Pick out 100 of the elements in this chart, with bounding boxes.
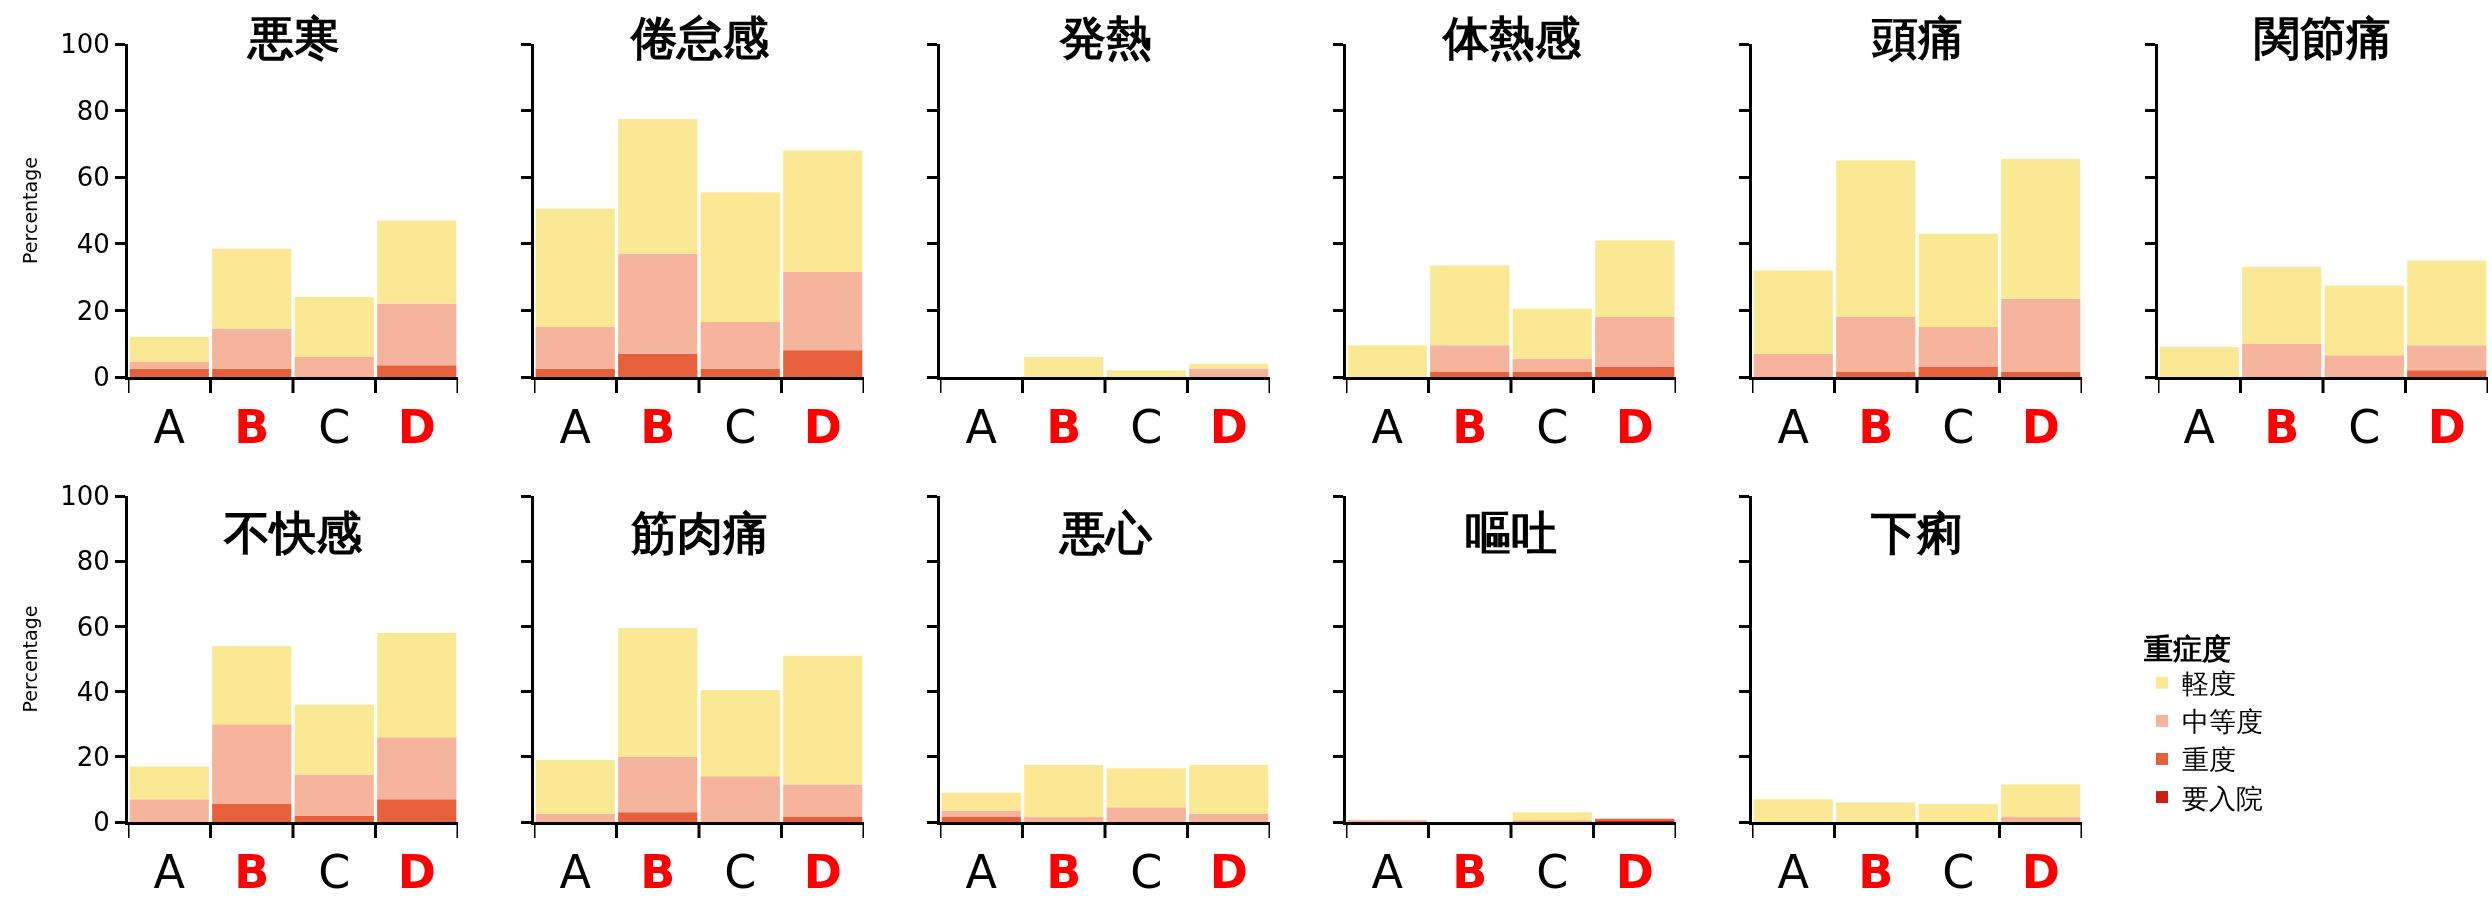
x-tick-label: D — [1209, 400, 1248, 455]
bar — [1836, 372, 1916, 377]
bar — [1347, 345, 1427, 377]
legend-label: 重度 — [2182, 744, 2236, 776]
bar — [212, 328, 292, 369]
bar — [700, 322, 780, 369]
bar — [783, 817, 863, 822]
chart-title: 下痢 — [1871, 506, 1963, 560]
bar — [294, 704, 374, 775]
bar — [294, 297, 374, 358]
bar — [2242, 343, 2322, 377]
x-tick-label: B — [640, 845, 676, 900]
bar — [941, 792, 1021, 811]
bar — [1430, 265, 1510, 346]
bar — [700, 368, 780, 377]
x-tick-label: C — [724, 845, 757, 900]
y-tick-label: 20 — [76, 295, 110, 326]
bar — [2407, 260, 2487, 346]
bar — [1024, 764, 1104, 818]
x-tick-label: A — [1777, 845, 1810, 900]
x-tick-label: D — [397, 400, 436, 455]
x-tick-label: C — [1536, 400, 1569, 455]
x-tick-label: C — [318, 845, 351, 900]
bar — [1024, 817, 1104, 822]
y-tick-label: 100 — [60, 29, 110, 60]
x-tick-label: A — [153, 400, 186, 455]
bar — [1918, 233, 1998, 328]
bar — [618, 812, 698, 822]
bar — [129, 337, 209, 363]
x-tick-label: D — [803, 845, 842, 900]
bar — [1512, 372, 1592, 377]
x-tick-label: D — [1615, 400, 1654, 455]
bar — [618, 118, 698, 254]
bar — [129, 766, 209, 800]
bar — [535, 813, 615, 822]
chart-title: 頭痛 — [1871, 11, 1964, 65]
x-tick-label: C — [1130, 845, 1163, 900]
bar — [941, 810, 1021, 818]
x-tick-label: A — [559, 400, 592, 455]
x-tick-label: A — [2183, 400, 2216, 455]
bar — [1918, 367, 1998, 377]
bar — [212, 248, 292, 329]
x-tick-label: C — [1942, 400, 1975, 455]
y-tick-label: 20 — [76, 741, 110, 772]
x-tick-label: D — [2021, 845, 2060, 900]
legend-label: 要入院 — [2182, 782, 2263, 814]
bar — [783, 350, 863, 377]
legend-title: 重症度 — [2143, 631, 2231, 666]
y-tick-label: 60 — [76, 162, 110, 193]
x-tick-label: A — [965, 400, 998, 455]
y-tick-label: 40 — [76, 228, 110, 259]
chart-title: 関節痛 — [2254, 11, 2392, 65]
bar — [129, 799, 209, 822]
x-tick-label: D — [2427, 400, 2466, 455]
bar — [1595, 317, 1675, 368]
bar — [1836, 317, 1916, 372]
y-tick-label: 80 — [76, 546, 110, 577]
bar — [618, 756, 698, 813]
x-tick-label: A — [559, 845, 592, 900]
bar — [212, 645, 292, 725]
x-tick-label: C — [1536, 845, 1569, 900]
bar — [2001, 817, 2081, 822]
bar — [783, 150, 863, 273]
bar — [1595, 367, 1675, 377]
bar — [1836, 802, 1916, 822]
bar — [1512, 308, 1592, 359]
x-tick-label: D — [1615, 845, 1654, 900]
bar — [535, 208, 615, 328]
bar — [783, 784, 863, 818]
x-tick-label: B — [234, 400, 270, 455]
x-tick-label: C — [318, 400, 351, 455]
bar — [377, 303, 457, 366]
chart-title: 不快感 — [223, 506, 363, 560]
bar — [294, 357, 374, 377]
bar — [1836, 160, 1916, 318]
x-tick-label: C — [724, 400, 757, 455]
x-tick-label: B — [1452, 400, 1488, 455]
bar — [1430, 345, 1510, 372]
bar — [1753, 353, 1833, 377]
bar — [212, 368, 292, 377]
x-tick-label: B — [234, 845, 270, 900]
bar — [1106, 807, 1186, 822]
chart-title: 嘔吐 — [1465, 506, 1557, 560]
bar — [1189, 813, 1269, 822]
chart-title: 悪心 — [1058, 506, 1153, 560]
chart-title: 悪寒 — [246, 11, 340, 65]
bar — [377, 632, 457, 738]
bar — [1189, 368, 1269, 377]
y-tick-label: 0 — [93, 362, 110, 393]
x-tick-label: B — [640, 400, 676, 455]
bar — [212, 804, 292, 822]
bar — [377, 365, 457, 377]
legend-label: 軽度 — [2182, 668, 2236, 700]
y-tick-label: 60 — [76, 611, 110, 642]
bar — [700, 776, 780, 822]
chart-title: 体熱感 — [1441, 11, 1582, 65]
bar — [1189, 764, 1269, 814]
y-tick-label: 80 — [76, 95, 110, 126]
x-tick-label: D — [1209, 845, 1248, 900]
bar — [212, 724, 292, 805]
